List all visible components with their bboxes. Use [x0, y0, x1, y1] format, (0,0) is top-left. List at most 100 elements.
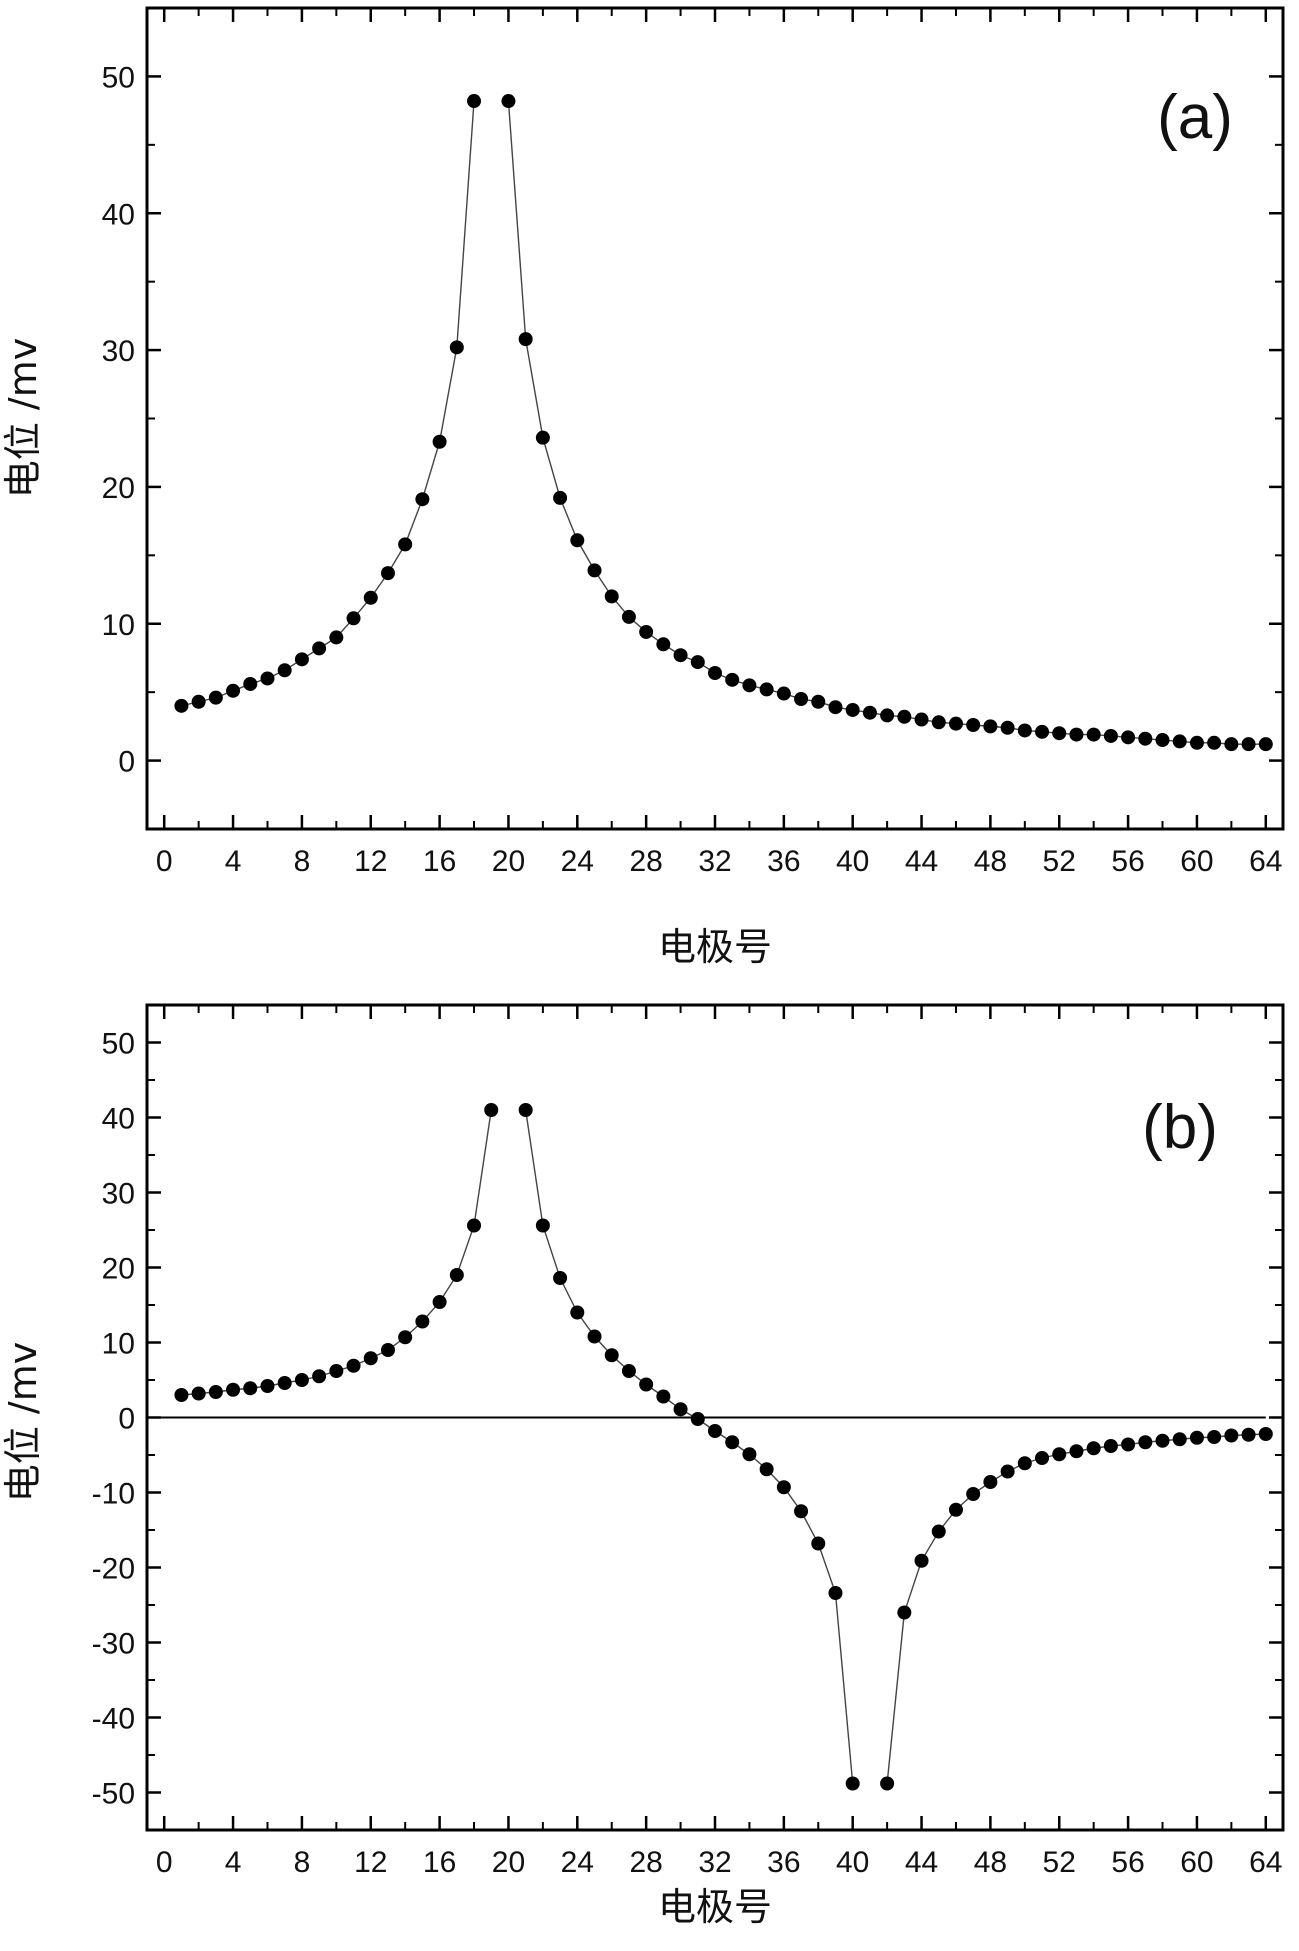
data-point-a	[518, 332, 533, 347]
data-point-a	[794, 692, 809, 707]
data-point-a	[501, 94, 516, 109]
x-tick-label-a: 60	[1180, 845, 1213, 878]
x-tick-label-b: 36	[767, 1846, 800, 1879]
data-point-a	[725, 672, 740, 687]
data-point-b	[690, 1412, 705, 1426]
data-point-a	[639, 624, 654, 639]
data-point-b	[656, 1389, 671, 1404]
x-tick-label-b: 12	[354, 1846, 387, 1879]
series-line-b	[886, 1433, 1266, 1784]
data-point-b	[1086, 1441, 1101, 1456]
chart-panel-b: 0 4 8 12 16 20 24 28 32 36 40 44 48 52 56 60 64-50-40-30…	[1, 1003, 1285, 1929]
x-tick-label-a: 28	[629, 845, 662, 878]
x-tick-label-a: 12	[354, 845, 387, 878]
x-tick-label-a: 48	[974, 845, 1007, 878]
y-tick-label-b: -10	[92, 1478, 135, 1511]
data-point-a	[897, 709, 912, 724]
x-tick-label-b: 52	[1043, 1846, 1076, 1879]
y-axis-title-a: 电位 /mv	[1, 338, 45, 498]
data-point-a	[294, 652, 309, 667]
data-point-b	[570, 1305, 585, 1320]
x-tick-label-b: 56	[1111, 1846, 1144, 1879]
data-point-b	[277, 1376, 292, 1390]
data-point-b	[897, 1605, 912, 1620]
data-point-a	[587, 563, 602, 578]
data-point-b	[1069, 1444, 1084, 1459]
data-point-b	[1052, 1447, 1067, 1462]
y-tick-label-a: 30	[102, 335, 135, 368]
data-point-b	[1207, 1430, 1222, 1444]
y-tick-label-b: -40	[92, 1703, 135, 1736]
data-point-b	[1155, 1433, 1170, 1448]
y-tick-label-b: -50	[92, 1778, 135, 1811]
y-tick-label-b: -20	[92, 1553, 135, 1586]
y-tick-label-b: 40	[102, 1103, 135, 1136]
data-point-b	[1121, 1437, 1136, 1452]
x-tick-label-b: 60	[1180, 1846, 1213, 1879]
data-point-b	[845, 1776, 860, 1791]
data-point-a	[312, 641, 327, 656]
x-tick-label-b: 32	[698, 1846, 731, 1879]
data-point-a	[1138, 731, 1153, 746]
panel-label-a: (a)	[1157, 83, 1233, 152]
data-point-b	[449, 1268, 464, 1282]
x-tick-label-b: 48	[974, 1846, 1007, 1879]
data-point-b	[811, 1536, 826, 1551]
x-tick-label-b: 20	[492, 1846, 525, 1879]
data-point-b	[294, 1373, 309, 1387]
data-point-a	[621, 609, 636, 624]
data-point-a	[708, 666, 722, 681]
data-point-b	[518, 1103, 533, 1117]
x-tick-label-b: 44	[905, 1846, 938, 1879]
data-point-a	[277, 663, 292, 678]
data-point-a	[776, 686, 791, 701]
data-point-a	[1035, 724, 1050, 739]
data-point-b	[604, 1348, 619, 1363]
x-tick-label-b: 16	[423, 1846, 456, 1879]
x-tick-label-a: 36	[767, 845, 800, 878]
x-tick-label-b: 40	[836, 1846, 869, 1879]
data-point-b	[535, 1218, 550, 1233]
data-point-b	[1224, 1428, 1239, 1443]
data-point-b	[1258, 1427, 1273, 1441]
data-point-b	[1035, 1451, 1050, 1465]
chart-panel-a: 0 4 8 12 16 20 24 28 32 36 40 44 48 52 56 60 64010203040…	[1, 6, 1285, 969]
data-point-b	[329, 1364, 344, 1378]
data-point-a	[845, 702, 860, 717]
data-point-b	[226, 1382, 241, 1397]
data-point-a	[415, 492, 430, 507]
data-point-b	[553, 1271, 568, 1285]
data-point-a	[1207, 735, 1222, 750]
series-line-b	[181, 1109, 492, 1396]
data-point-b	[587, 1329, 602, 1344]
data-point-a	[880, 708, 895, 723]
data-point-a	[329, 630, 344, 645]
y-tick-label-b: 20	[102, 1253, 135, 1286]
data-point-b	[742, 1447, 757, 1462]
y-tick-label-a: 10	[102, 609, 135, 642]
x-tick-label-a: 24	[561, 845, 594, 878]
y-tick-label-b: 10	[102, 1328, 135, 1361]
data-point-b	[208, 1385, 223, 1399]
x-tick-label-a: 40	[836, 845, 869, 878]
data-point-a	[174, 698, 189, 713]
data-point-b	[380, 1343, 395, 1357]
data-point-b	[948, 1502, 963, 1517]
y-tick-label-a: 20	[102, 472, 135, 505]
data-point-a	[1103, 728, 1118, 743]
x-axis-title-b: 电极号	[658, 1885, 772, 1929]
data-point-a	[226, 683, 241, 698]
x-tick-label-a: 20	[492, 845, 525, 878]
data-point-a	[380, 566, 395, 581]
data-point-b	[794, 1504, 809, 1519]
data-point-a	[656, 637, 671, 652]
data-point-a	[553, 490, 568, 505]
data-point-b	[828, 1586, 843, 1600]
data-point-a	[1224, 737, 1239, 752]
data-point-a	[570, 533, 585, 548]
data-point-b	[1017, 1456, 1032, 1471]
x-tick-label-a: 44	[905, 845, 938, 878]
data-point-a	[467, 94, 482, 109]
x-tick-label-b: 28	[629, 1846, 662, 1879]
data-point-b	[260, 1379, 275, 1393]
